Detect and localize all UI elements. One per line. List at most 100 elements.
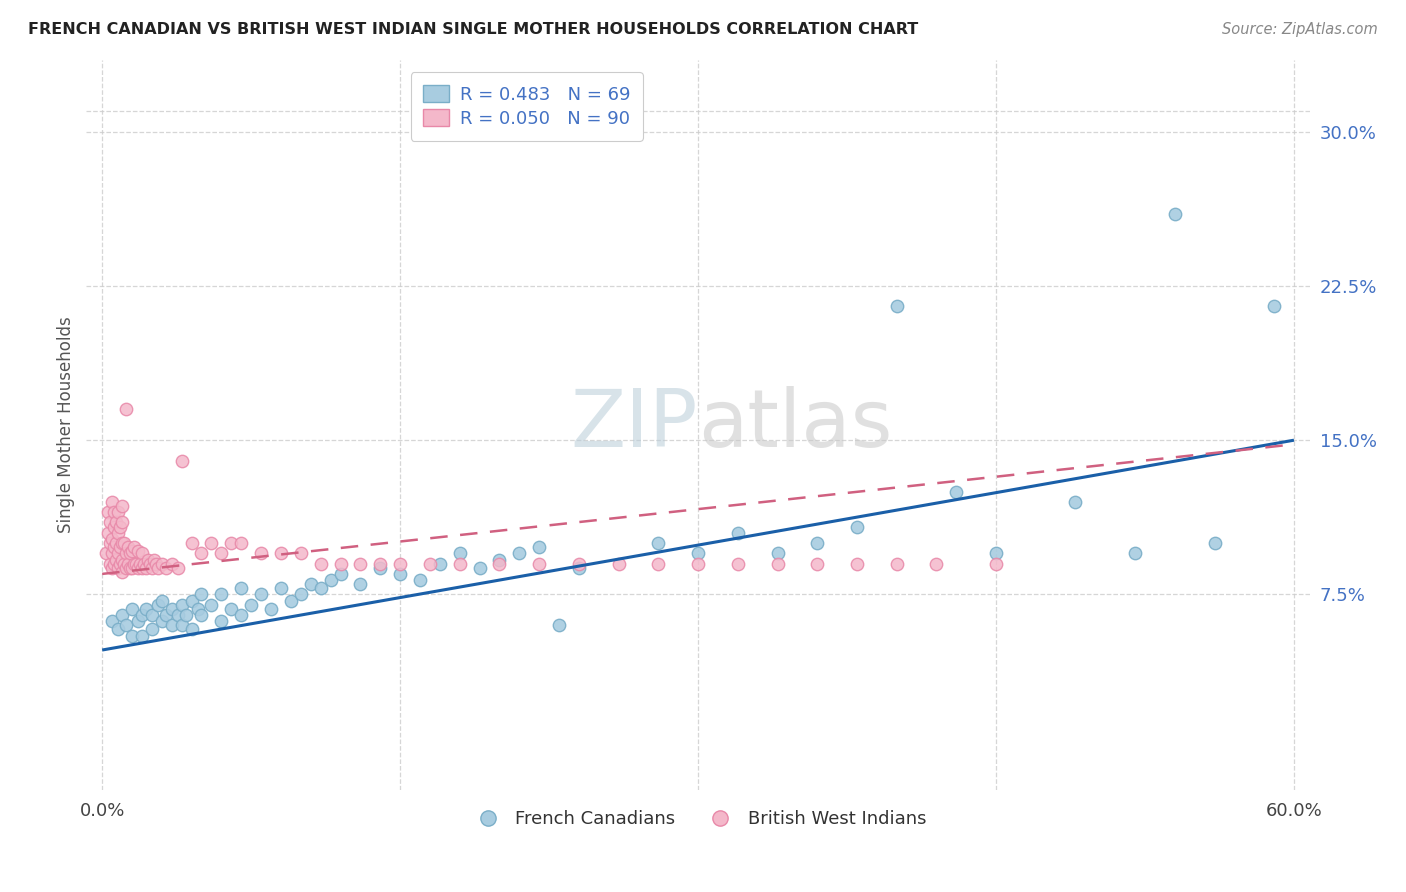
Point xyxy=(117,557,139,571)
Text: ZIP: ZIP xyxy=(571,385,697,464)
Point xyxy=(139,557,162,571)
Point xyxy=(150,593,173,607)
Point xyxy=(108,540,131,554)
Point xyxy=(240,598,263,612)
Point xyxy=(142,552,165,566)
Point xyxy=(111,608,134,623)
Point xyxy=(121,560,143,574)
Point xyxy=(118,546,141,560)
Point xyxy=(132,557,155,571)
Point xyxy=(146,560,169,574)
Point xyxy=(806,536,828,550)
Text: Source: ZipAtlas.com: Source: ZipAtlas.com xyxy=(1222,22,1378,37)
Point xyxy=(98,536,121,550)
Point xyxy=(98,516,121,530)
Point xyxy=(309,582,332,596)
Point xyxy=(319,573,342,587)
Point xyxy=(290,546,312,560)
Point xyxy=(101,532,124,546)
Point xyxy=(727,525,749,540)
Point xyxy=(117,540,139,554)
Point xyxy=(166,608,188,623)
Point xyxy=(131,560,153,574)
Point xyxy=(231,536,253,550)
Point xyxy=(527,540,550,554)
Point xyxy=(174,608,197,623)
Point xyxy=(180,593,202,607)
Point xyxy=(105,552,128,566)
Point xyxy=(127,544,149,558)
Point xyxy=(806,557,828,571)
Point xyxy=(136,552,159,566)
Point xyxy=(111,516,134,530)
Point xyxy=(250,546,273,560)
Point xyxy=(107,560,129,574)
Point xyxy=(190,587,212,601)
Point xyxy=(180,623,202,637)
Point xyxy=(135,560,157,574)
Point xyxy=(468,560,491,574)
Point xyxy=(141,560,163,574)
Point xyxy=(115,402,138,417)
Y-axis label: Single Mother Households: Single Mother Households xyxy=(58,317,75,533)
Point xyxy=(112,557,135,571)
Point xyxy=(155,560,177,574)
Point xyxy=(129,557,152,571)
Point xyxy=(103,557,125,571)
Point xyxy=(209,587,232,601)
Point xyxy=(160,557,183,571)
Point xyxy=(607,557,630,571)
Point xyxy=(97,505,120,519)
Point xyxy=(1204,536,1226,550)
Point xyxy=(150,557,173,571)
Point xyxy=(105,536,128,550)
Point xyxy=(209,614,232,628)
Point xyxy=(146,598,169,612)
Point xyxy=(568,557,591,571)
Point xyxy=(103,540,125,554)
Text: atlas: atlas xyxy=(697,385,893,464)
Point xyxy=(389,566,412,581)
Point xyxy=(1164,207,1187,221)
Point xyxy=(145,557,167,571)
Point xyxy=(122,540,145,554)
Point xyxy=(449,557,471,571)
Point xyxy=(686,557,709,571)
Point xyxy=(925,557,948,571)
Point xyxy=(121,629,143,643)
Point xyxy=(160,602,183,616)
Point xyxy=(127,560,149,574)
Point xyxy=(488,552,510,566)
Point xyxy=(766,546,789,560)
Point xyxy=(270,546,292,560)
Text: FRENCH CANADIAN VS BRITISH WEST INDIAN SINGLE MOTHER HOUSEHOLDS CORRELATION CHAR: FRENCH CANADIAN VS BRITISH WEST INDIAN S… xyxy=(28,22,918,37)
Point xyxy=(389,557,412,571)
Point xyxy=(115,546,138,560)
Point xyxy=(449,546,471,560)
Point xyxy=(121,602,143,616)
Point xyxy=(112,536,135,550)
Point xyxy=(141,623,163,637)
Point xyxy=(221,602,243,616)
Point xyxy=(368,557,391,571)
Point xyxy=(101,546,124,560)
Point xyxy=(98,557,121,571)
Point xyxy=(127,614,149,628)
Point xyxy=(108,519,131,533)
Point xyxy=(103,505,125,519)
Point xyxy=(329,557,352,571)
Point xyxy=(886,300,908,314)
Point xyxy=(329,566,352,581)
Point xyxy=(115,560,138,574)
Point xyxy=(170,598,193,612)
Point xyxy=(96,546,118,560)
Point xyxy=(97,525,120,540)
Point xyxy=(250,587,273,601)
Point xyxy=(1263,300,1285,314)
Point xyxy=(548,618,571,632)
Point xyxy=(568,560,591,574)
Point xyxy=(122,557,145,571)
Point xyxy=(231,608,253,623)
Point xyxy=(686,546,709,560)
Point xyxy=(111,565,134,579)
